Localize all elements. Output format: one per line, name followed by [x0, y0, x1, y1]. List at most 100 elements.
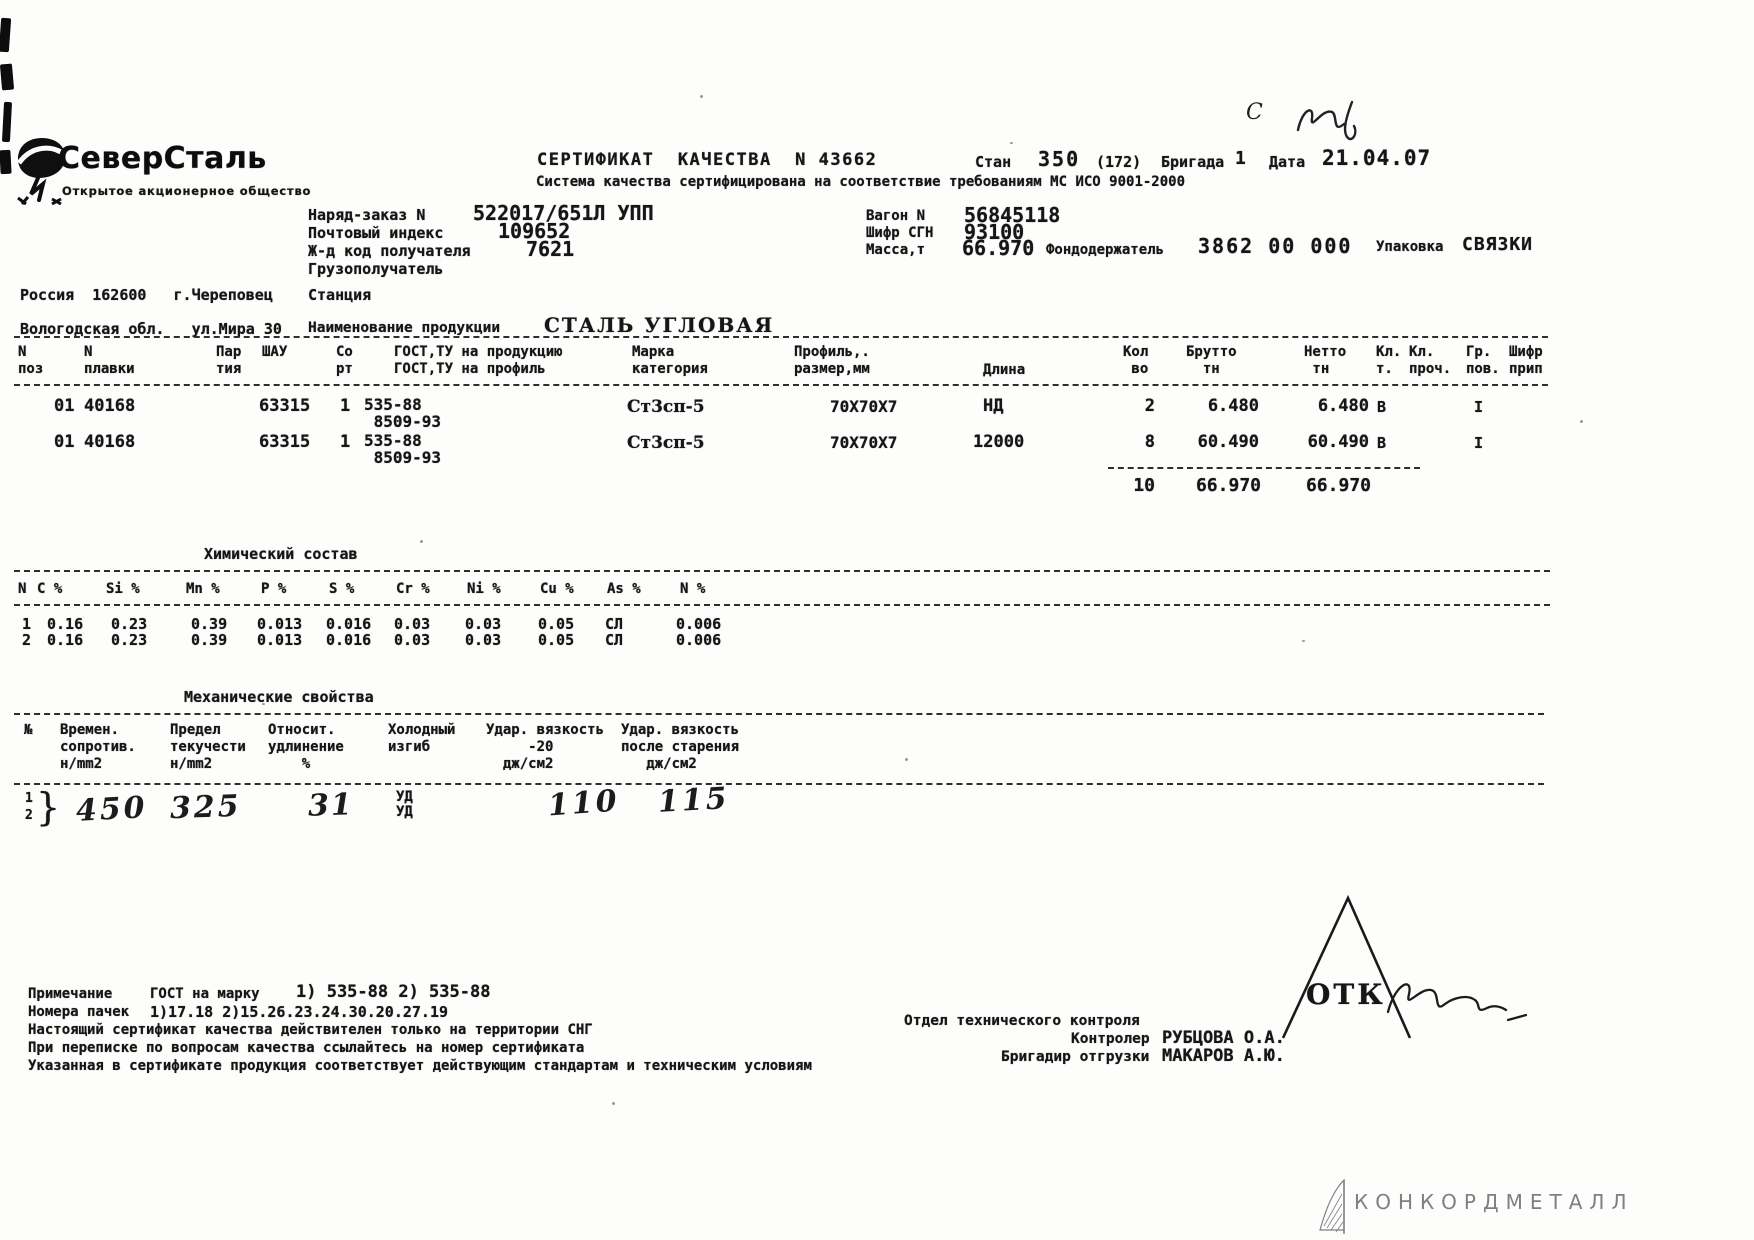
col-header-party: Пар тия: [216, 344, 242, 378]
chem-cell: 0.03: [394, 615, 431, 633]
scan-artifact: [1010, 142, 1013, 144]
brigade-label: Бригада: [1161, 153, 1225, 171]
table-row-cell: В: [1377, 398, 1387, 416]
mech-header-impact-aged: Удар. вязкость после старения дж/см2: [621, 722, 740, 772]
chem-header: As %: [607, 581, 641, 597]
order-label-3: Ж-д код получателя: [308, 242, 471, 260]
chem-header: Mn %: [186, 581, 220, 597]
chem-cell: 0.013: [257, 631, 303, 649]
handwritten-mark: С: [1246, 100, 1263, 125]
chem-cell: 0.016: [326, 615, 372, 633]
chem-header: N: [18, 581, 27, 597]
order-value-2: 109652: [498, 219, 571, 243]
fundholder-label: Фондодержатель: [1046, 242, 1165, 258]
col-header-pos: N поз: [18, 344, 44, 378]
scan-artifact: [1302, 640, 1305, 642]
table-row-cell: 535-88 8509-93: [364, 431, 442, 467]
chem-cell: 0.03: [465, 615, 502, 633]
table-row-cell: 01: [54, 396, 75, 416]
stan-value: 350: [1038, 147, 1081, 171]
mech-row-brace: }: [36, 785, 61, 829]
col-header-shau: ШАУ: [262, 344, 288, 360]
chem-header: P %: [261, 581, 287, 597]
scan-artifact: [905, 758, 908, 761]
date-value: 21.04.07: [1322, 146, 1432, 170]
note-line: При переписке по вопросам качества ссыла…: [28, 1040, 585, 1056]
col-header-length: Длина: [983, 362, 1026, 378]
konkord-sail-icon: [1319, 1178, 1345, 1234]
packing-label: Упаковка: [1376, 239, 1444, 255]
col-header-net: Нетто тн: [1304, 344, 1347, 378]
table-row-cell: 2: [1144, 396, 1155, 416]
brigade-value: 1: [1235, 148, 1246, 169]
col-header-gross: Брутто тн: [1186, 344, 1237, 378]
gost-mark-value: 1) 535-88 2) 535-88: [296, 982, 491, 1002]
table-row-cell: 535-88 8509-93: [364, 395, 442, 431]
address-line-1: Россия 162600 г.Череповец: [20, 286, 273, 304]
table-row-cell: 6.480: [1317, 396, 1369, 416]
mech-row-label-2: 2: [25, 808, 33, 823]
col-header-profile: Профиль,. размер,мм: [794, 344, 870, 378]
scan-artifact: [0, 63, 15, 91]
controller-name: РУБЦОВА О.А.: [1162, 1028, 1285, 1048]
col-header-group: Гр. пов.: [1466, 344, 1500, 378]
chem-cell: 0.23: [111, 615, 148, 633]
chem-cell: СЛ: [605, 615, 624, 633]
table-row-cell: 40168: [84, 432, 136, 452]
stan-extra: (172): [1096, 153, 1142, 171]
table-row-cell: 70X70X7: [830, 433, 898, 452]
severstal-logo-icon: [16, 138, 67, 206]
table-row-cell: 01: [54, 432, 75, 452]
tensile-value: 450: [75, 790, 149, 829]
chem-cell: 0.006: [676, 631, 722, 649]
chem-cell: 0.05: [538, 631, 575, 649]
order-value-3: 7621: [526, 237, 575, 261]
total-net: 66.970: [1305, 475, 1371, 496]
col-header-qty: Кол во: [1123, 344, 1149, 378]
controller-label: Контролер: [1071, 1031, 1150, 1047]
table-rule: [14, 336, 1548, 338]
date-label: Дата: [1269, 153, 1306, 171]
scan-artifact: [700, 95, 703, 98]
mech-header-tensile: Времен. сопротив. н/mm2: [60, 722, 136, 772]
elongation-value: 31: [307, 787, 355, 824]
chem-cell: 0.013: [257, 615, 303, 633]
mech-rule: [14, 783, 1544, 785]
col-header-gost: ГОСТ,ТУ на продукцию ГОСТ,ТУ на профиль: [394, 344, 563, 378]
otk-stamp-triangle: [1281, 894, 1412, 1039]
scan-artifact: [262, 703, 265, 705]
chem-cell: 0.39: [191, 631, 228, 649]
col-header-code: Шифр прип: [1509, 344, 1543, 378]
sgn-code-value: 93100: [964, 220, 1025, 244]
logo-subtitle: Открытое акционерное общество: [62, 184, 312, 198]
order-label-2: Почтовый индекс: [308, 224, 444, 242]
wagon-number: 56845118: [964, 203, 1061, 227]
chem-rule: [14, 604, 1550, 606]
chem-cell: 2: [22, 631, 32, 649]
table-row-cell: 60.490: [1197, 432, 1259, 452]
chem-header: S %: [329, 581, 355, 597]
col-header-melt: N плавки: [84, 344, 135, 378]
table-row-cell: I: [1474, 398, 1484, 416]
table-row-cell: 12000: [973, 432, 1025, 452]
order-label-4: Грузополучатель: [308, 260, 444, 278]
table-row-cell: I: [1474, 434, 1484, 452]
mech-header-bend: Холодный изгиб: [388, 722, 456, 755]
table-row-cell: 6.480: [1207, 396, 1259, 416]
mass-value: 66.970: [962, 236, 1035, 260]
fundholder-value: 3862 00 000: [1198, 234, 1353, 258]
mechanical-title: Механические свойства: [184, 688, 374, 706]
mech-header-no: №: [24, 722, 33, 738]
order-value-1: 522017/651Л УПП: [473, 201, 654, 225]
note-line: Указанная в сертификате продукция соотве…: [28, 1058, 812, 1074]
note-line: Настоящий сертификат качества действител…: [28, 1022, 593, 1038]
table-row-cell: Ст3сп-5: [627, 397, 705, 417]
note-label: Примечание: [28, 986, 113, 1002]
chem-cell: 0.006: [676, 615, 722, 633]
mech-header-elongation: Относит. удлинение %: [268, 722, 344, 772]
scan-artifact: [1580, 420, 1583, 423]
sgn-code-label: Шифр СГН: [866, 225, 934, 241]
mass-label: Масса,т: [866, 242, 926, 258]
mech-row-label-1: 1: [25, 791, 33, 806]
impact-aged-value: 115: [657, 781, 731, 820]
